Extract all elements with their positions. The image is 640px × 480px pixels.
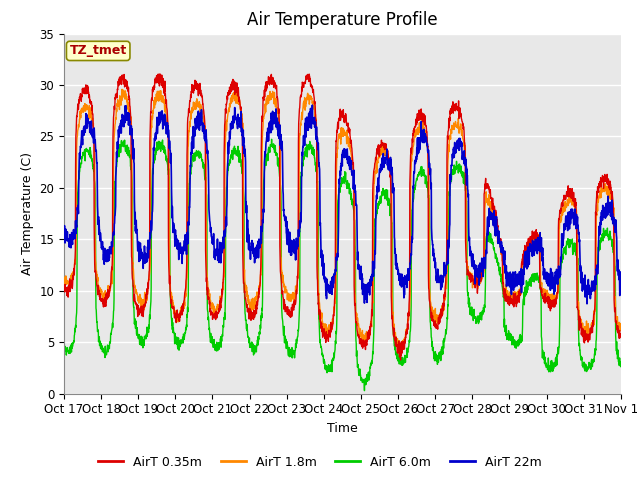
X-axis label: Time: Time [327, 422, 358, 435]
Text: TZ_tmet: TZ_tmet [70, 44, 127, 58]
Legend: AirT 0.35m, AirT 1.8m, AirT 6.0m, AirT 22m: AirT 0.35m, AirT 1.8m, AirT 6.0m, AirT 2… [93, 451, 547, 474]
Y-axis label: Air Temperature (C): Air Temperature (C) [21, 152, 34, 275]
Title: Air Temperature Profile: Air Temperature Profile [247, 11, 438, 29]
